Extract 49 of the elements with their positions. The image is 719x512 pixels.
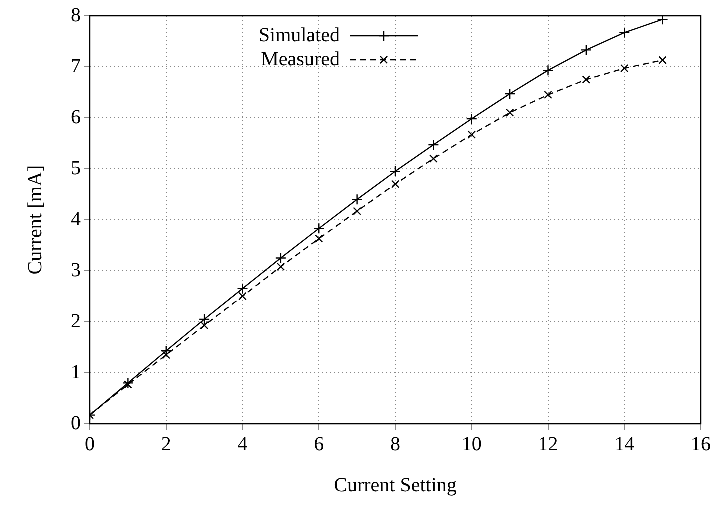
x-tick-label: 12: [538, 433, 558, 456]
point: [391, 180, 400, 188]
x-tick-label: 8: [390, 433, 400, 456]
point: [237, 283, 248, 294]
y-tick-label: 5: [71, 157, 81, 180]
x-tick-label: 14: [614, 433, 635, 456]
point: [582, 76, 591, 84]
y-tick-label: 8: [71, 4, 81, 26]
point: [352, 194, 363, 206]
y-tick-label: 3: [71, 259, 81, 282]
point: [124, 380, 132, 389]
point: [390, 166, 402, 178]
point: [430, 154, 438, 163]
x-tick-label: 2: [161, 433, 172, 456]
x-tick-label: 6: [314, 433, 324, 456]
point: [542, 64, 554, 76]
x-axis-title: Current Setting: [334, 474, 457, 496]
point: [506, 108, 514, 118]
y-axis-title: Current [mA]: [24, 165, 46, 275]
y-tick-label: 2: [71, 310, 81, 332]
y-tick-label: 1: [71, 361, 81, 384]
y-tick-label: 6: [71, 106, 81, 128]
point: [428, 139, 440, 151]
y-tick-label: 4: [71, 208, 81, 230]
point: [620, 64, 629, 73]
legend-label: Measured: [261, 48, 340, 70]
point: [468, 130, 476, 139]
point: [353, 207, 362, 216]
x-tick-label: 4: [238, 433, 248, 456]
point: [238, 292, 247, 301]
point: [657, 16, 668, 26]
point: [314, 223, 325, 234]
point: [122, 378, 134, 389]
point: [658, 56, 667, 65]
x-tick-label: 10: [462, 433, 482, 456]
point: [314, 234, 324, 244]
x-tick-label: 0: [85, 433, 95, 456]
point: [504, 88, 516, 100]
point: [619, 27, 630, 38]
y-tick-label: 0: [71, 412, 81, 434]
point: [466, 113, 478, 125]
point: [580, 44, 592, 56]
point: [275, 252, 287, 264]
legend-label: Simulated: [258, 24, 340, 46]
x-tick-label: 16: [691, 433, 711, 456]
point: [276, 262, 286, 272]
point: [160, 345, 172, 357]
y-tick-label: 7: [71, 55, 81, 78]
point: [544, 90, 552, 100]
